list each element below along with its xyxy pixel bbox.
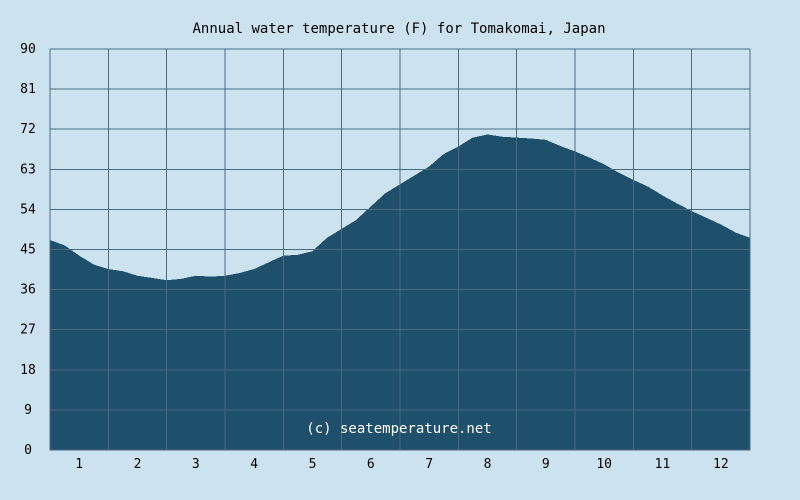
y-tick-label: 72 (20, 122, 36, 137)
x-tick-label: 4 (250, 457, 258, 472)
chart-title: Annual water temperature (F) for Tomakom… (192, 21, 605, 37)
x-tick-label: 10 (596, 457, 612, 472)
x-tick-label: 3 (192, 457, 200, 472)
y-tick-label: 54 (20, 202, 36, 217)
copyright-annotation: (c) seatemperature.net (306, 421, 491, 437)
x-tick-label: 8 (484, 457, 492, 472)
y-tick-label: 63 (20, 162, 36, 177)
x-tick-label: 2 (134, 457, 142, 472)
x-tick-label: 6 (367, 457, 375, 472)
plot-frame (49, 48, 751, 451)
y-tick-label: 27 (20, 323, 36, 338)
x-tick-label: 7 (425, 457, 433, 472)
x-tick-label: 9 (542, 457, 550, 472)
y-tick-label: 90 (20, 42, 36, 57)
y-tick-label: 81 (20, 82, 36, 97)
x-tick-label: 1 (75, 457, 83, 472)
y-tick-label: 9 (24, 403, 32, 418)
x-tick-label: 12 (713, 457, 729, 472)
y-tick-label: 18 (20, 363, 36, 378)
x-tick-label: 5 (309, 457, 317, 472)
y-tick-label: 45 (20, 243, 36, 258)
y-tick-label: 0 (24, 443, 32, 458)
x-tick-label: 11 (655, 457, 671, 472)
y-tick-label: 36 (20, 283, 36, 298)
